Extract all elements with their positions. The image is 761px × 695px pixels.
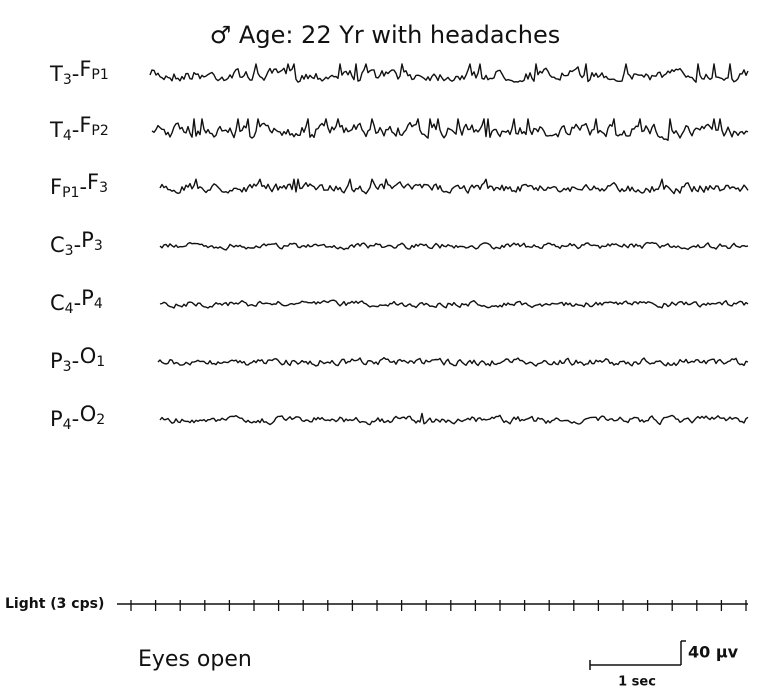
light-ticks: [130, 600, 747, 611]
eeg-trace: [159, 241, 749, 251]
channel-label: FP1-F3: [50, 170, 108, 201]
channel-label: T4-FP2: [49, 113, 109, 144]
label-part: -: [72, 349, 80, 373]
label-part: T: [49, 62, 63, 86]
label-part: P: [81, 286, 94, 310]
subscript: 4: [65, 301, 74, 317]
label-part: C: [50, 233, 65, 257]
label-part: F: [50, 175, 62, 199]
label-part: P: [81, 228, 94, 252]
eeg-trace: [159, 178, 749, 195]
scale-time: 1 sec: [618, 675, 656, 690]
subscript: 2: [96, 412, 105, 428]
subscript: 1: [96, 354, 105, 370]
eeg-trace: [151, 118, 749, 141]
subscript: P1: [62, 185, 79, 201]
subscript: 3: [63, 359, 72, 375]
channel-label: C4-P4: [50, 286, 103, 317]
label-part: O: [80, 402, 97, 426]
channel-label: P4-O2: [50, 402, 105, 433]
channel-label: T3-FP1: [49, 57, 109, 88]
channel-label: P3-O1: [50, 344, 105, 375]
eeg-trace: [159, 299, 749, 309]
label-part: O: [80, 344, 97, 368]
label-part: -: [72, 407, 80, 431]
label-part: P: [50, 349, 63, 373]
label-part: -: [79, 175, 87, 199]
label-part: C: [50, 291, 65, 315]
eeg-trace: [157, 357, 749, 367]
subscript: 3: [65, 243, 74, 259]
label-part: -: [74, 291, 82, 315]
label-part: -: [72, 118, 80, 142]
scale-amplitude: 40 µv: [688, 643, 739, 662]
label-part: P: [50, 407, 63, 431]
label-part: F: [79, 57, 91, 81]
eeg-trace: [159, 412, 749, 426]
subscript: 3: [63, 72, 72, 88]
subscript: 4: [63, 128, 72, 144]
label-part: -: [72, 62, 80, 86]
subscript: 3: [94, 238, 103, 254]
subscript: P2: [91, 123, 108, 139]
title: ♂ Age: 22 Yr with headaches: [210, 21, 560, 49]
subscript: 4: [63, 417, 72, 433]
label-part: T: [49, 118, 63, 142]
label-part: F: [79, 113, 91, 137]
light-label: Light (3 cps): [5, 596, 104, 612]
channel-label: C3-P3: [50, 228, 103, 259]
label-part: -: [74, 233, 82, 257]
subscript: P1: [91, 67, 108, 83]
label-part: F: [87, 170, 99, 194]
subscript: 3: [99, 180, 108, 196]
subscript: 4: [94, 296, 103, 312]
eeg-trace: [149, 63, 749, 83]
condition: Eyes open: [138, 647, 252, 672]
